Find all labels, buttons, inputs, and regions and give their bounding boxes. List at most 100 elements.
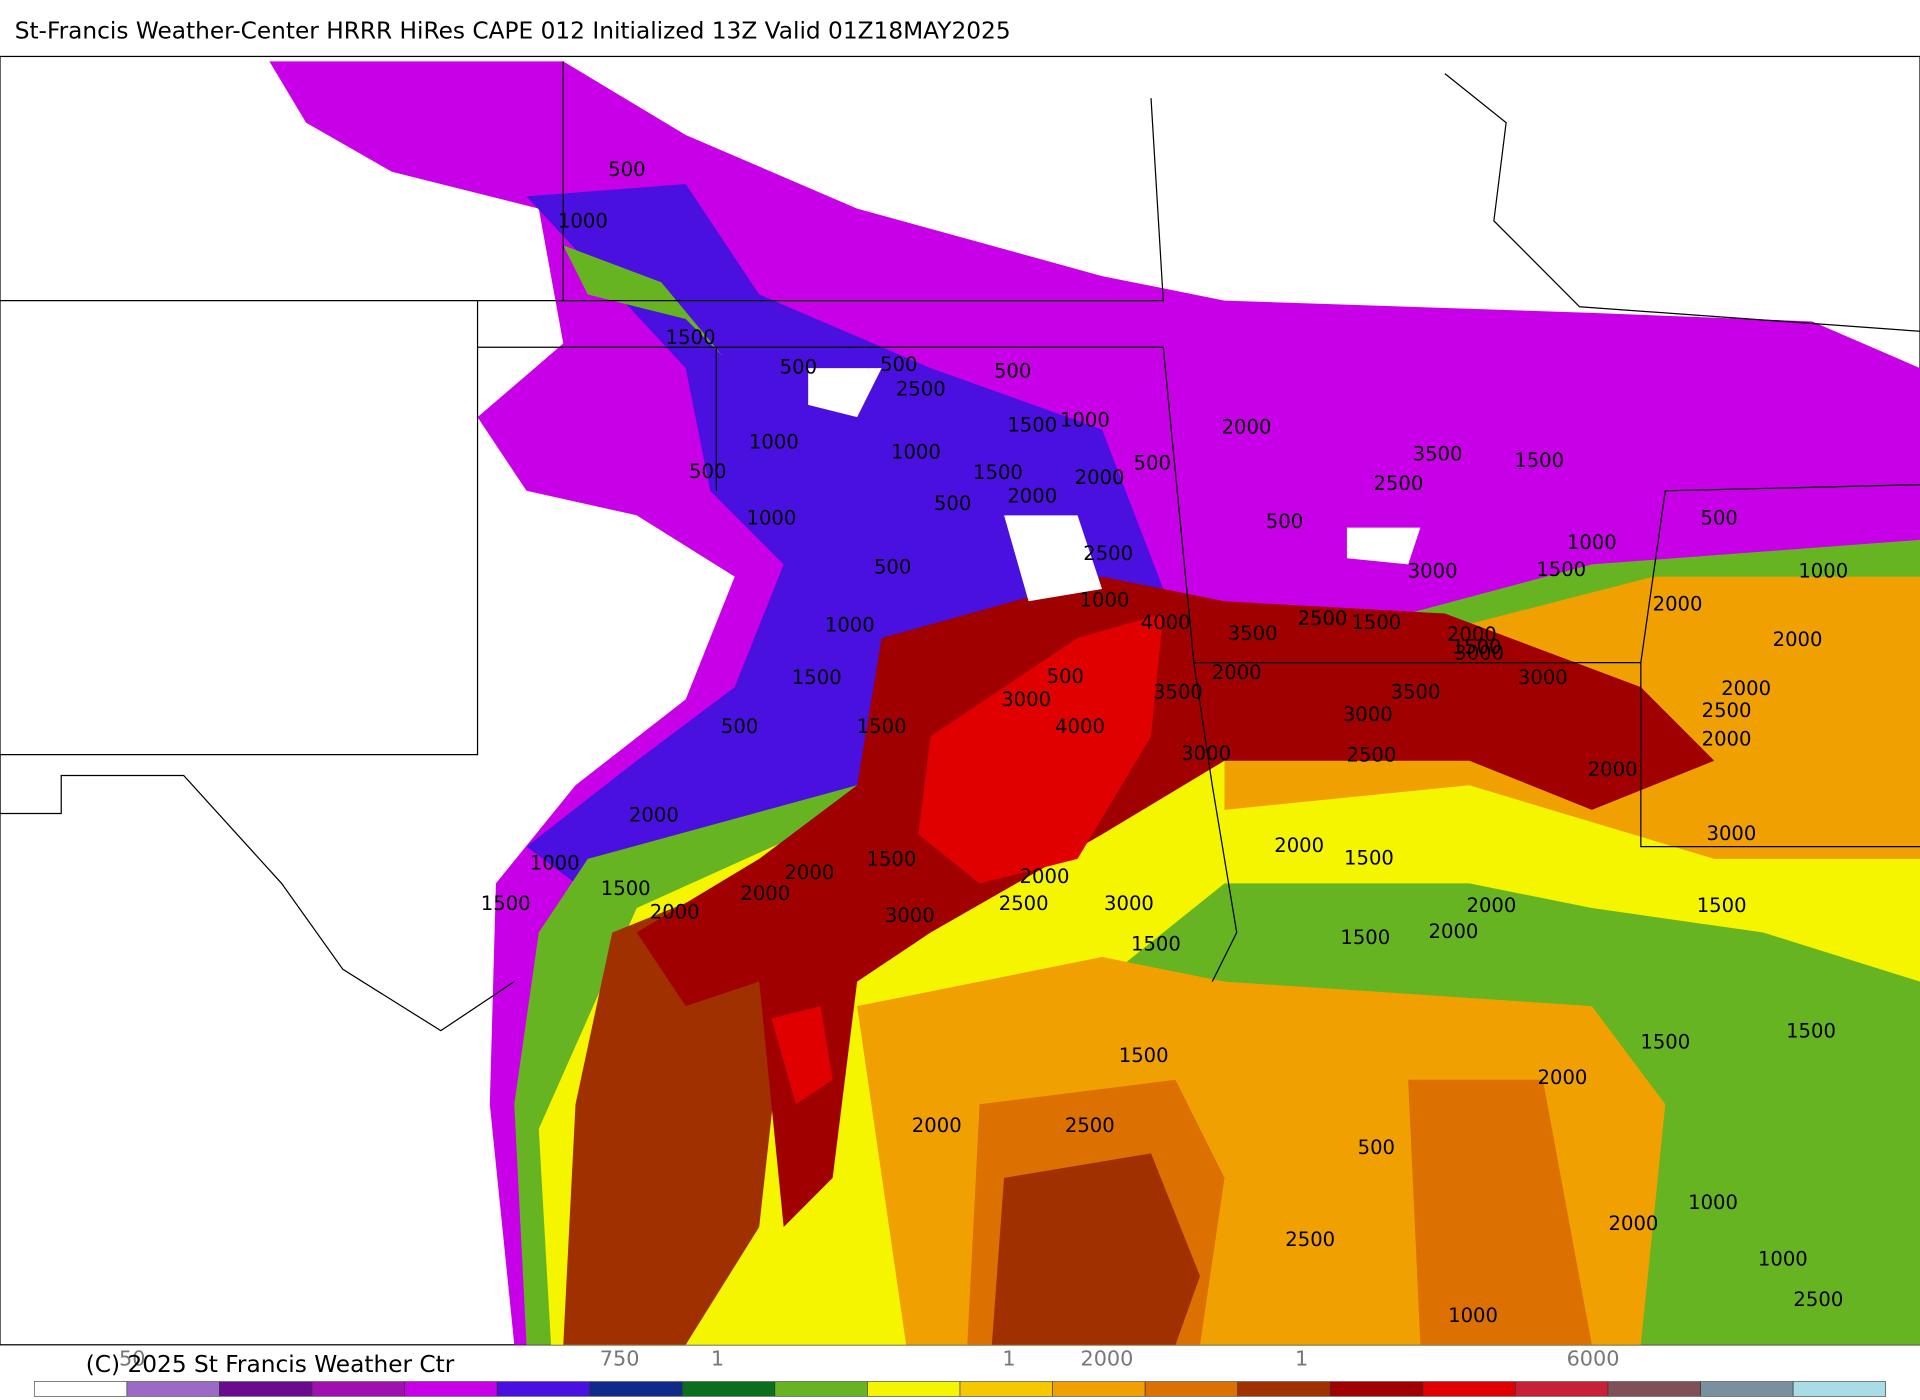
contour-label: 3000 — [885, 904, 935, 927]
contour-label: 2500 — [1065, 1114, 1115, 1137]
contour-label: 1500 — [1351, 611, 1401, 634]
contour-label: 2500 — [1347, 743, 1397, 766]
colorbar-swatch — [126, 1381, 220, 1397]
contour-label: 1500 — [1344, 846, 1394, 869]
colorbar-swatch — [1607, 1381, 1701, 1397]
contour-label: 3500 — [1413, 443, 1463, 466]
colorbar-label: 1 — [1295, 1346, 1308, 1370]
colorbar-label: 50 — [119, 1346, 145, 1370]
colorbar-swatch — [867, 1381, 961, 1397]
colorbar-label: 1 — [1002, 1346, 1015, 1370]
contour-label: 2000 — [784, 861, 834, 884]
contour-label: 3500 — [1153, 681, 1203, 704]
contour-label: 2000 — [629, 803, 679, 826]
contour-label: 2500 — [1702, 699, 1752, 722]
contour-label: 2000 — [1609, 1212, 1659, 1235]
contour-label: 1500 — [1119, 1044, 1169, 1067]
contour-label: 1500 — [1786, 1019, 1836, 1042]
map-area — [0, 55, 1920, 1346]
colorbar-swatch — [311, 1381, 405, 1397]
contour-label: 3000 — [1518, 666, 1568, 689]
contour-label: 1500 — [1131, 932, 1181, 955]
contour-label: 4000 — [1055, 715, 1105, 738]
colorbar: 50 750 1 1 2000 1 6000 — [33, 1346, 1887, 1397]
contour-label: 2000 — [1721, 677, 1771, 700]
contour-label: 500 — [780, 356, 817, 379]
contour-label: 500 — [608, 158, 645, 181]
colorbar-swatch — [1052, 1381, 1146, 1397]
contour-label: 1000 — [891, 440, 941, 463]
contour-label: 1000 — [825, 613, 875, 636]
contour-label: 1500 — [792, 666, 842, 689]
contour-label: 2000 — [1773, 628, 1823, 651]
contour-label: 2500 — [896, 378, 946, 401]
contour-label: 1500 — [867, 848, 917, 871]
contour-label: 2000 — [1222, 416, 1272, 439]
contour-label: 2500 — [1793, 1288, 1843, 1311]
colorbar-swatch — [1515, 1381, 1609, 1397]
contour-label: 2000 — [1429, 920, 1479, 943]
contour-label: 500 — [1358, 1136, 1395, 1159]
contour-label: 4000 — [1141, 611, 1191, 634]
contour-label: 1500 — [857, 715, 907, 738]
contour-label: 500 — [689, 460, 726, 483]
contour-label: 500 — [994, 359, 1031, 382]
contour-label: 500 — [721, 715, 758, 738]
contour-label: 1000 — [1758, 1248, 1808, 1271]
contour-label: 500 — [1047, 665, 1084, 688]
colorbar-swatch — [219, 1381, 313, 1397]
contour-label: 2000 — [1588, 758, 1638, 781]
contour-label: 1500 — [1640, 1030, 1690, 1053]
contour-label: 3500 — [1228, 622, 1278, 645]
contour-label: 2000 — [1274, 834, 1324, 857]
contour-label: 500 — [1134, 451, 1171, 474]
colorbar-swatch — [1792, 1381, 1887, 1397]
contour-label: 3000 — [1707, 822, 1757, 845]
contour-label: 1500 — [973, 461, 1023, 484]
colorbar-label: 6000 — [1567, 1346, 1620, 1370]
contour-label: 2000 — [1447, 623, 1497, 646]
contour-label: 500 — [874, 556, 911, 579]
contour-label: 2000 — [1007, 484, 1057, 507]
colorbar-swatch — [589, 1381, 683, 1397]
contour-label: 1500 — [1514, 449, 1564, 472]
contour-label: 1500 — [1340, 926, 1390, 949]
contour-label: 2500 — [1083, 542, 1133, 565]
contour-label: 3000 — [1343, 703, 1393, 726]
colorbar-swatch — [33, 1381, 128, 1397]
copyright: (C) 2025 St Francis Weather Ctr — [86, 1351, 455, 1378]
contour-label: 500 — [934, 492, 971, 515]
colorbar-swatch — [681, 1381, 776, 1397]
colorbar-swatch — [774, 1381, 868, 1397]
contour-label: 3000 — [1454, 641, 1504, 664]
contour-label: 1500 — [481, 892, 531, 915]
contour-label: 3000 — [1104, 892, 1154, 915]
colorbar-swatch — [404, 1381, 498, 1397]
title: St-Francis Weather-Center HRRR HiRes CAP… — [15, 17, 1011, 44]
contour-label: 2500 — [1298, 607, 1348, 630]
contour-label: 1000 — [749, 430, 799, 453]
contour-label: 1500 — [666, 326, 716, 349]
colorbar-label: 1 — [711, 1346, 724, 1370]
colorbar-swatch — [1700, 1381, 1794, 1397]
contour-label: 1000 — [1798, 559, 1848, 582]
contour-label: 2000 — [1467, 894, 1517, 917]
colorbar-swatch — [1329, 1381, 1424, 1397]
contour-label: 500 — [1266, 510, 1303, 533]
contour-label: 2000 — [1020, 865, 1070, 888]
contour-label: 2500 — [1285, 1228, 1335, 1251]
colorbar-label: 2000 — [1080, 1346, 1133, 1370]
contour-label: 2000 — [1653, 592, 1703, 615]
colorbar-swatch — [1144, 1381, 1239, 1397]
colorbar-swatch — [1237, 1381, 1331, 1397]
contour-label: 1500 — [601, 877, 651, 900]
colorbar-swatch — [959, 1381, 1053, 1397]
contour-label: 2000 — [912, 1114, 962, 1137]
contour-label: 2000 — [1702, 727, 1752, 750]
contour-label: 3000 — [1408, 559, 1458, 582]
contour-label: 3500 — [1391, 681, 1441, 704]
contour-label: 2000 — [650, 900, 700, 923]
colorbar-swatch — [1422, 1381, 1516, 1397]
